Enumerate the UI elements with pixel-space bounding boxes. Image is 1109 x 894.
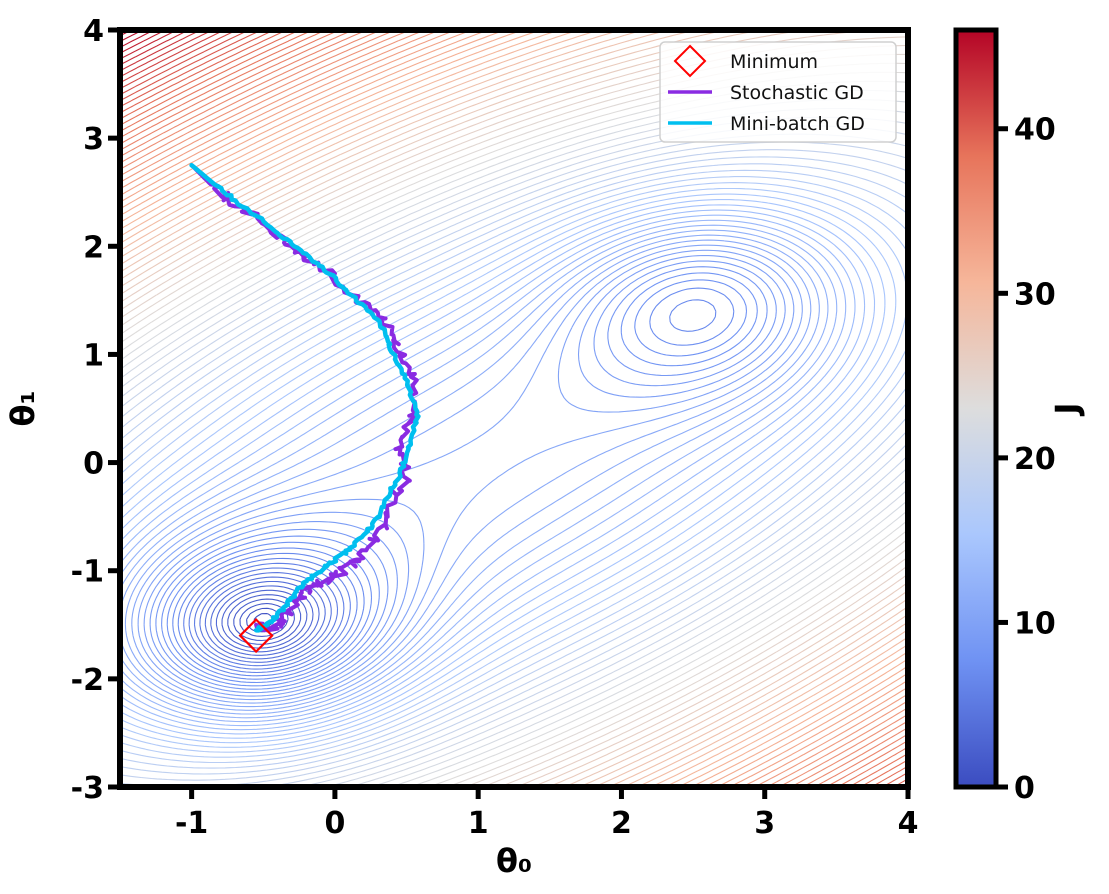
contour-line bbox=[177, 299, 717, 677]
contour-line bbox=[239, 602, 289, 637]
contour-line bbox=[120, 116, 908, 787]
legend-label: Mini-batch GD bbox=[730, 113, 865, 135]
contour-line bbox=[120, 141, 908, 787]
contour-line bbox=[120, 187, 908, 748]
contour-line bbox=[120, 224, 838, 719]
x-tick-label: 3 bbox=[754, 806, 775, 841]
colorbar-tick-label: 30 bbox=[1014, 277, 1056, 312]
contour-line bbox=[221, 589, 308, 649]
colorbar-tick-label: 20 bbox=[1014, 442, 1056, 477]
contour-line bbox=[120, 30, 178, 60]
y-tick-label: 3 bbox=[83, 122, 104, 157]
contour-line bbox=[120, 229, 829, 715]
series-layer bbox=[189, 162, 421, 654]
x-tick-label: -1 bbox=[175, 806, 208, 841]
series-mini-batch-gd bbox=[189, 162, 421, 633]
contour-line bbox=[172, 287, 735, 680]
x-tick-label: 2 bbox=[611, 806, 632, 841]
colorbar: 0 10 20 30 40 J bbox=[953, 27, 1086, 806]
contour-line bbox=[124, 239, 812, 708]
contour-line bbox=[120, 149, 908, 781]
contour-line bbox=[183, 557, 351, 674]
plot-frame bbox=[117, 27, 911, 790]
y-tick-label: -3 bbox=[71, 771, 104, 806]
legend-swatch bbox=[673, 44, 707, 78]
contour-line bbox=[120, 234, 820, 711]
colorbar-tick-label: 10 bbox=[1014, 606, 1056, 641]
y-tick-label: 2 bbox=[83, 230, 104, 265]
legend-entry: Mini-batch GD bbox=[668, 113, 865, 135]
contour-line bbox=[120, 214, 856, 727]
y-tick-label: -2 bbox=[71, 663, 104, 698]
contour-line bbox=[166, 279, 748, 684]
contour-line bbox=[137, 249, 795, 701]
colorbar-tick-label: 0 bbox=[1014, 771, 1035, 806]
y-axis: -3 -2 -1 0 1 2 3 4 bbox=[71, 14, 120, 806]
contour-line bbox=[120, 89, 908, 787]
contour-line bbox=[193, 567, 339, 667]
legend: Minimum Stochastic GD Mini-batch GD bbox=[659, 41, 897, 143]
plot-area bbox=[120, 30, 908, 787]
contour-line bbox=[120, 199, 886, 739]
contour-line bbox=[131, 244, 803, 704]
x-tick-label: 4 bbox=[898, 806, 919, 841]
contour-line bbox=[120, 204, 876, 735]
colorbar-frame bbox=[953, 27, 999, 790]
y-tick-label: 4 bbox=[83, 14, 104, 49]
contour-line bbox=[155, 266, 768, 690]
x-tick-label: 1 bbox=[468, 806, 489, 841]
contour-line bbox=[120, 156, 908, 775]
legend-label: Minimum bbox=[730, 51, 818, 73]
contour-line bbox=[120, 30, 166, 54]
legend-entry: Minimum bbox=[673, 44, 818, 78]
contour-line bbox=[143, 254, 786, 697]
contour-line bbox=[204, 576, 326, 660]
x-axis-label: θ₀ bbox=[496, 842, 532, 880]
x-tick-label: 0 bbox=[324, 806, 345, 841]
legend-label: Stochastic GD bbox=[730, 82, 864, 104]
contour-line bbox=[120, 30, 201, 72]
colorbar-tick-label: 40 bbox=[1014, 113, 1056, 148]
contour-line bbox=[120, 209, 866, 731]
legend-entries: Minimum Stochastic GD Mini-batch GD bbox=[668, 44, 865, 135]
minimum-marker bbox=[238, 618, 274, 654]
contour-line bbox=[149, 260, 777, 694]
contour-line bbox=[120, 219, 847, 723]
y-axis-label: θ₁ bbox=[4, 391, 42, 427]
contour-line bbox=[120, 30, 213, 78]
contour-line bbox=[161, 272, 758, 687]
colorbar-ticks: 0 10 20 30 40 bbox=[996, 113, 1056, 806]
colorbar-fill bbox=[956, 30, 996, 787]
legend-entry: Stochastic GD bbox=[668, 82, 864, 104]
contour-line bbox=[120, 169, 908, 764]
contour-line bbox=[233, 598, 295, 642]
contour-line bbox=[188, 562, 345, 670]
contour-line bbox=[120, 163, 908, 769]
x-axis: -1 0 1 2 3 4 bbox=[175, 787, 918, 841]
colorbar-label: J bbox=[1048, 403, 1086, 417]
legend-box bbox=[659, 41, 897, 143]
y-tick-label: 0 bbox=[83, 447, 104, 482]
y-tick-label: -1 bbox=[71, 555, 104, 590]
contour-lines bbox=[120, 30, 908, 787]
contour-line bbox=[120, 176, 908, 758]
y-tick-label: 1 bbox=[83, 338, 104, 373]
